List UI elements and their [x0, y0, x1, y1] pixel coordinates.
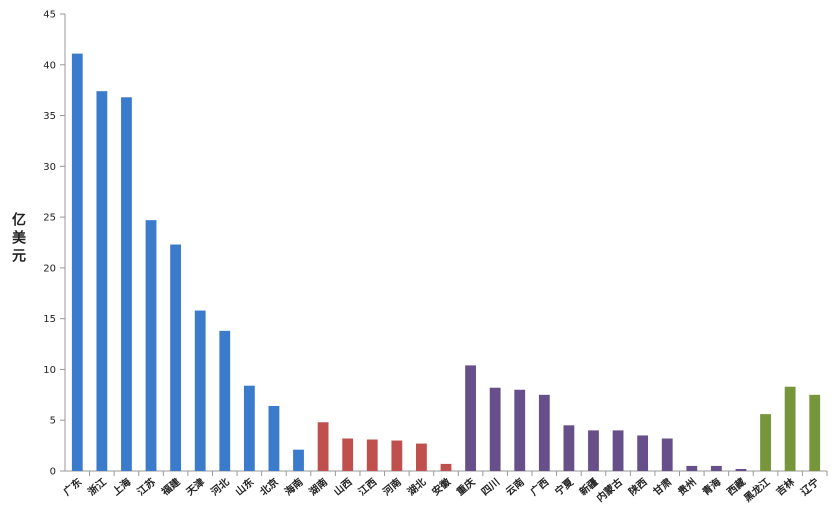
bar [465, 365, 476, 471]
x-tick-label: 湖北 [405, 475, 429, 498]
bar [342, 438, 354, 471]
y-tick-label: 30 [43, 162, 56, 173]
y-tick-label: 5 [50, 416, 56, 427]
bar [538, 394, 550, 471]
bar [121, 97, 132, 471]
bar [760, 414, 771, 471]
bar [366, 439, 378, 471]
bar [661, 438, 673, 471]
bar [219, 330, 231, 471]
bar [440, 463, 452, 471]
bar [784, 386, 796, 471]
y-tick-label: 25 [43, 213, 56, 224]
bar [317, 422, 329, 471]
bar [735, 468, 747, 471]
x-tick-label: 江苏 [134, 475, 158, 498]
bar [194, 310, 206, 471]
x-tick-label: 福建 [158, 475, 183, 499]
bar [96, 91, 108, 471]
bar [71, 53, 83, 472]
x-tick-label: 内蒙古 [594, 475, 625, 504]
x-tick-label: 广东 [61, 475, 85, 498]
bar [170, 244, 182, 471]
x-tick-label: 陕西 [626, 475, 650, 498]
x-tick-label: 天津 [183, 475, 207, 498]
x-tick-label: 北京 [257, 475, 281, 498]
x-tick-label: 贵州 [675, 475, 699, 498]
x-tick-label: 黑龙江 [741, 475, 772, 504]
bar [145, 220, 157, 471]
y-tick-label: 45 [43, 10, 56, 21]
bar [293, 449, 304, 471]
x-tick-label: 宁夏 [552, 475, 576, 498]
y-tick-label: 40 [43, 60, 56, 71]
x-tick-label: 四川 [479, 476, 502, 498]
x-tick-label: 海南 [282, 475, 306, 498]
y-tick-label: 10 [43, 365, 56, 376]
x-tick-label: 上海 [110, 475, 134, 498]
bar [637, 435, 649, 471]
bar [416, 443, 427, 471]
x-tick-label: 山西 [331, 475, 355, 498]
x-tick-label: 甘肃 [650, 475, 674, 498]
bar [268, 406, 280, 471]
x-tick-label: 湖南 [306, 475, 330, 498]
x-tick-label: 浙江 [85, 475, 109, 498]
x-tick-label: 吉林 [773, 475, 797, 498]
x-tick-label: 辽宁 [798, 475, 822, 498]
bar [391, 440, 403, 471]
y-axis-label: 亿美元 [10, 212, 26, 266]
bar [612, 430, 624, 471]
bar [489, 387, 501, 471]
x-tick-label: 河南 [380, 475, 404, 498]
x-tick-label: 青海 [700, 475, 724, 498]
bar [588, 430, 599, 471]
y-tick-label: 0 [50, 467, 56, 478]
y-tick-label: 20 [43, 263, 56, 274]
x-tick-label: 重庆 [454, 475, 478, 498]
bar [243, 385, 255, 471]
x-tick-label: 安徽 [429, 475, 453, 498]
y-tick-label: 35 [43, 111, 56, 122]
bar [686, 465, 698, 471]
x-tick-label: 云南 [503, 475, 527, 498]
bar [514, 389, 526, 471]
x-tick-label: 广西 [528, 475, 552, 498]
bar [563, 425, 575, 471]
y-tick-label: 15 [43, 314, 56, 325]
x-tick-label: 江西 [356, 475, 380, 498]
x-tick-label: 河北 [208, 475, 232, 498]
bar [710, 465, 722, 471]
bar [809, 394, 821, 471]
x-tick-label: 山东 [233, 475, 257, 498]
